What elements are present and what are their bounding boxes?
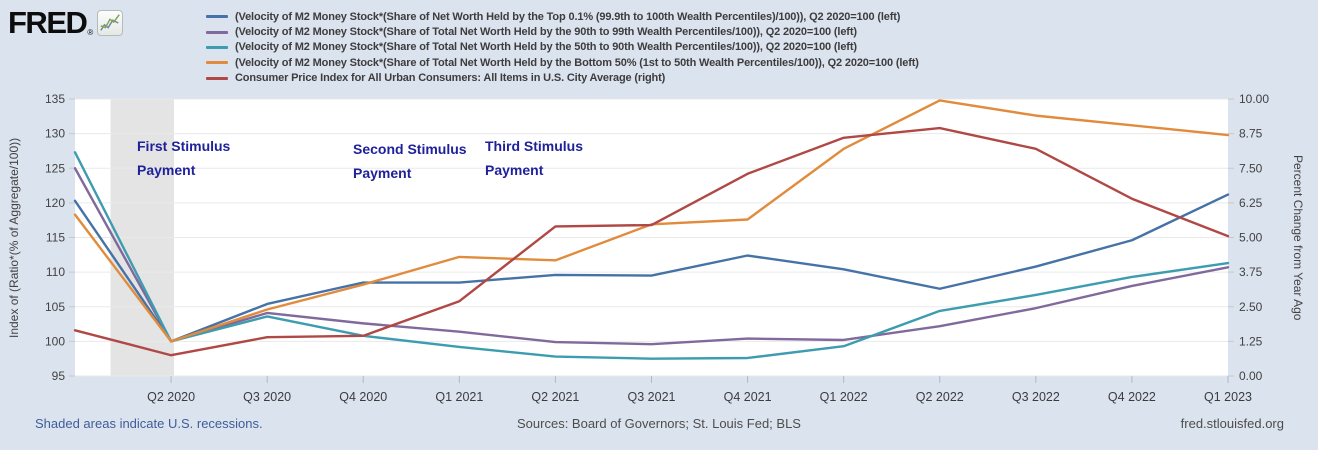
legend-swatch xyxy=(206,76,228,80)
legend-item-label: (Velocity of M2 Money Stock*(Share of To… xyxy=(235,56,919,69)
fred-logo-text: FRED xyxy=(8,5,88,40)
fred-logo-link[interactable]: FRED ® xyxy=(8,5,124,40)
annotation-third-stimulus: Third Stimulus Payment xyxy=(485,138,583,178)
legend-item-label: (Velocity of M2 Money Stock*(Share of To… xyxy=(235,26,857,39)
right-axis-tick-label: 2.50 xyxy=(1239,300,1263,314)
annotation-first-stimulus: First Stimulus Payment xyxy=(137,138,231,178)
right-axis-title: Percent Change from Year Ago xyxy=(1291,154,1305,321)
x-axis-tick-label: Q1 2022 xyxy=(820,390,868,404)
left-axis-tick-label: 125 xyxy=(45,161,65,175)
annotation-second-stimulus: Second Stimulus Payment xyxy=(353,141,467,181)
legend-swatch xyxy=(206,30,228,34)
legend-item-1[interactable]: (Velocity of M2 Money Stock*(Share of To… xyxy=(206,24,919,39)
legend-swatch xyxy=(206,15,228,19)
left-axis-tick-label: 105 xyxy=(45,300,65,314)
legend-swatch xyxy=(206,61,228,65)
x-axis-tick-label: Q4 2021 xyxy=(724,390,772,404)
x-axis-tick-label: Q3 2021 xyxy=(628,390,676,404)
series-line-2[interactable] xyxy=(73,151,1230,360)
series-line-0[interactable] xyxy=(73,193,1230,343)
right-axis-tick-label: 3.75 xyxy=(1239,265,1263,279)
right-axis-tick-label: 7.50 xyxy=(1239,161,1263,175)
legend-swatch xyxy=(206,45,228,49)
right-axis-tick-label: 10.00 xyxy=(1239,92,1269,106)
right-axis-tick-label: 0.00 xyxy=(1239,369,1263,383)
x-axis-tick-label: Q2 2022 xyxy=(916,390,964,404)
legend-item-2[interactable]: (Velocity of M2 Money Stock*(Share of To… xyxy=(206,40,919,55)
x-axis-tick-label: Q1 2023 xyxy=(1204,390,1252,404)
x-axis-tick-label: Q1 2021 xyxy=(435,390,483,404)
left-axis-tick-label: 130 xyxy=(45,127,65,141)
legend-item-label: Consumer Price Index for All Urban Consu… xyxy=(235,72,666,85)
x-axis-tick-label: Q4 2020 xyxy=(339,390,387,404)
legend-item-3[interactable]: (Velocity of M2 Money Stock*(Share of To… xyxy=(206,55,919,70)
left-axis-tick-label: 95 xyxy=(52,369,66,383)
x-axis-tick-label: Q3 2020 xyxy=(243,390,291,404)
left-axis-tick-label: 115 xyxy=(46,231,65,245)
legend-item-label: (Velocity of M2 Money Stock*(Share of To… xyxy=(235,41,857,54)
x-axis-tick-label: Q2 2021 xyxy=(531,390,579,404)
series-line-1[interactable] xyxy=(73,167,1230,346)
right-axis-tick-label: 1.25 xyxy=(1239,334,1263,348)
left-axis-tick-label: 135 xyxy=(45,92,65,106)
registered-trademark-mark: ® xyxy=(87,28,94,37)
legend: (Velocity of M2 Money Stock*(Share of Ne… xyxy=(206,9,919,86)
recession-note-link[interactable]: Shaded areas indicate U.S. recessions. xyxy=(35,416,263,431)
legend-item-4[interactable]: Consumer Price Index for All Urban Consu… xyxy=(206,71,919,86)
legend-item-label: (Velocity of M2 Money Stock*(Share of Ne… xyxy=(235,10,901,23)
right-axis-tick-label: 8.75 xyxy=(1239,127,1263,141)
left-axis-tick-label: 120 xyxy=(45,196,65,210)
right-axis-tick-label: 6.25 xyxy=(1239,196,1263,210)
left-axis-tick-label: 110 xyxy=(46,265,65,279)
x-axis-tick-label: Q2 2020 xyxy=(147,390,195,404)
fred-site-link[interactable]: fred.stlouisfed.org xyxy=(1180,416,1284,431)
sparkline-chart-icon xyxy=(97,10,124,36)
x-axis-tick-label: Q4 2022 xyxy=(1108,390,1156,404)
left-axis-tick-label: 100 xyxy=(45,334,65,348)
series-line-4[interactable] xyxy=(73,126,1230,357)
right-axis-tick-label: 5.00 xyxy=(1239,231,1263,245)
left-axis-title: Index of (Ratio*(% of Aggregate/100)) xyxy=(7,137,21,338)
legend-item-0[interactable]: (Velocity of M2 Money Stock*(Share of Ne… xyxy=(206,9,919,24)
x-axis-tick-label: Q3 2022 xyxy=(1012,390,1060,404)
